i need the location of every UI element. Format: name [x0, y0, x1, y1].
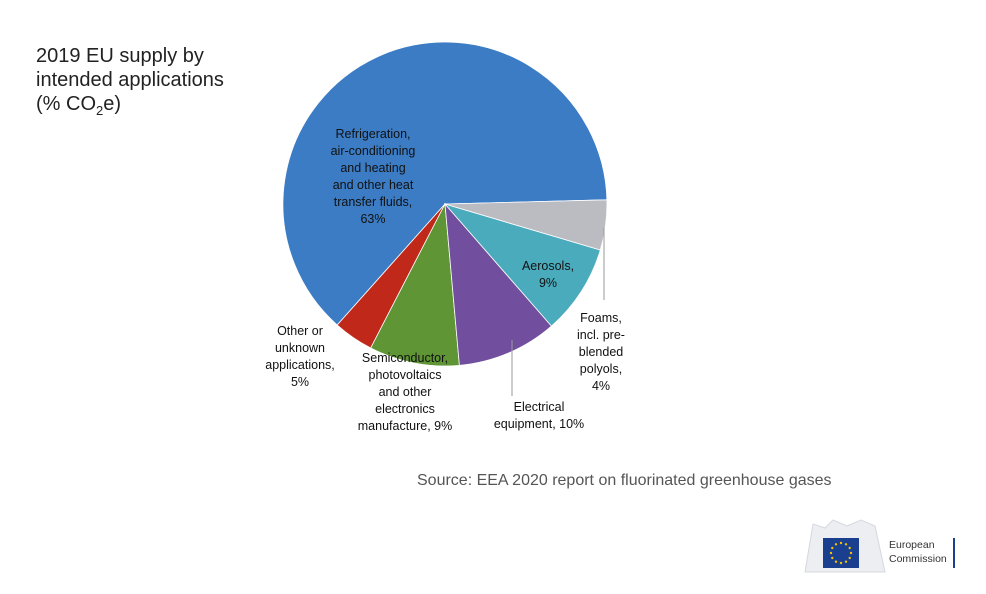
flag-star: [831, 556, 834, 560]
slice-label-line: Other or: [277, 324, 323, 338]
slice-label-line: unknown: [275, 341, 325, 355]
slice-label-line: 63%: [360, 212, 385, 226]
slice-label-2: Aerosols, 9%: [522, 259, 574, 290]
slice-label-line: applications,: [265, 358, 335, 372]
pie-slice-3: [444, 202, 553, 366]
pie-slice-4: [443, 203, 601, 327]
european-commission-logo: European Commission: [803, 518, 963, 574]
logo-text: European Commission: [889, 538, 947, 566]
slice-label-line: transfer fluids,: [334, 195, 413, 209]
slice-label-line: 4%: [592, 379, 610, 393]
flag-star: [848, 546, 851, 550]
flag-star: [849, 551, 853, 555]
slice-label-line: and other: [379, 385, 432, 399]
title-line-2: intended applications: [36, 69, 224, 91]
flag-star: [844, 543, 848, 546]
flag-star: [848, 556, 851, 560]
flag-star: [844, 560, 848, 563]
slice-label-line: Refrigeration,: [335, 127, 410, 141]
pie-slice-5: [444, 199, 608, 251]
logo-divider: [953, 538, 955, 568]
title-line-3: (% CO2e): [36, 92, 224, 123]
slice-label-line: air-conditioning: [331, 144, 416, 158]
slice-label-5: Other or unknown applications, 5%: [265, 324, 335, 389]
slice-label-line: Aerosols,: [522, 259, 574, 273]
slice-label-line: 5%: [291, 375, 309, 389]
flag-star: [831, 546, 834, 550]
slice-label-line: 9%: [539, 276, 557, 290]
slice-label-3: Electrical equipment, 10%: [494, 400, 584, 431]
title-line-1: 2019 EU supply by: [36, 45, 204, 67]
flag-star: [839, 541, 843, 545]
slice-label-line: Foams,: [580, 311, 622, 325]
logo-line-1: European: [889, 539, 935, 551]
title-line-3-suffix: e): [103, 93, 122, 115]
title-line-3-prefix: (% CO: [36, 93, 96, 115]
pie-slice-0: [282, 41, 608, 326]
flag-star: [839, 561, 843, 565]
slice-label-line: polyols,: [580, 362, 622, 376]
slice-label-line: equipment, 10%: [494, 417, 584, 431]
slice-label-line: incl. pre-: [577, 328, 625, 342]
slice-label-line: electronics: [375, 402, 435, 416]
flag-star: [834, 560, 838, 563]
slice-label-1: Foams, incl. pre-blended polyols, 4%: [577, 311, 625, 393]
logo-line-2: Commission: [889, 553, 947, 565]
source-note: Source: EEA 2020 report on fluorinated g…: [417, 472, 832, 489]
slice-label-line: manufacture, 9%: [358, 419, 453, 433]
slice-label-line: Semiconductor,: [362, 351, 448, 365]
pie-slice-2: [370, 202, 460, 367]
slice-label-line: Electrical: [514, 400, 565, 414]
flag-star: [834, 543, 838, 546]
slice-label-0: Refrigeration, air-conditioning and heatin…: [331, 127, 416, 226]
slice-label-line: and heating: [340, 161, 405, 175]
slice-label-line: and other heat: [333, 178, 414, 192]
flag-star: [829, 551, 833, 555]
slice-label-line: blended: [579, 345, 624, 359]
chart-title: 2019 EU supply by intended applications …: [36, 44, 224, 123]
title-subscript: 2: [96, 103, 104, 118]
eu-flag-icon: [803, 518, 887, 574]
slice-label-line: photovoltaics: [369, 368, 442, 382]
slice-label-4: Semiconductor, photovoltaics and other elec…: [358, 351, 453, 433]
